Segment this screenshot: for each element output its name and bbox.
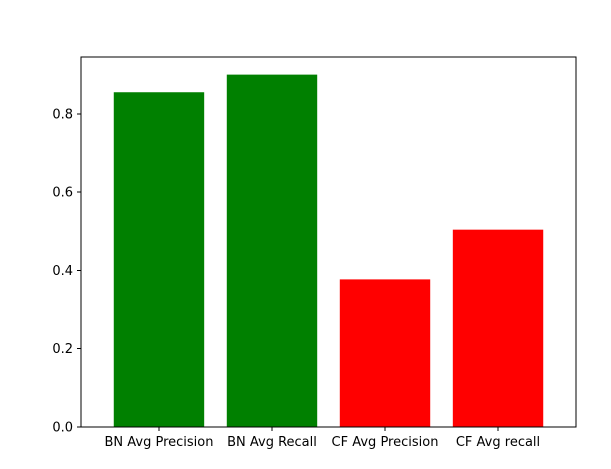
plot-frame [80,56,577,428]
x-tick-label: CF Avg recall [456,435,540,450]
x-tick-label: BN Avg Recall [227,435,317,450]
bars-group [113,74,544,428]
bar-1 [113,92,205,428]
y-tick-label: 0.4 [52,264,73,279]
x-tick-label: CF Avg Precision [332,435,439,450]
bar-3 [339,279,431,427]
axes-group [80,56,577,428]
ticks-group: 0.0 0.2 0.4 0.6 0.8 BN Avg Precision BN Avg Re… [52,107,540,450]
y-tick-label: 0.2 [52,342,73,357]
y-tick-label: 0.6 [52,186,73,201]
y-tick-label: 0.0 [52,421,73,436]
y-tick-label: 0.8 [52,107,73,122]
x-tick-label: BN Avg Precision [104,435,213,450]
bar-2 [226,74,318,428]
bar-4 [452,229,544,427]
